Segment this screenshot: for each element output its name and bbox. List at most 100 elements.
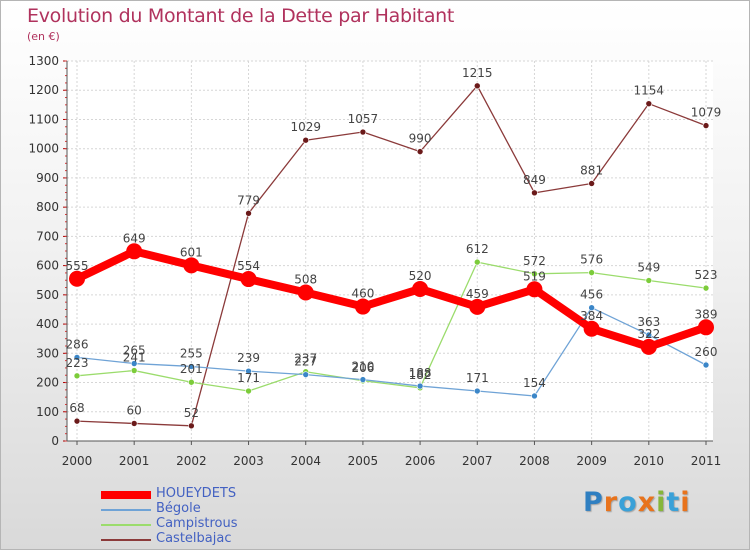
- data-label: 171: [466, 371, 489, 385]
- y-tick-label: 200: [36, 376, 59, 390]
- data-point: [473, 387, 481, 395]
- logo-letter: P: [583, 487, 604, 518]
- data-label: 265: [123, 344, 146, 358]
- x-tick-label: 2003: [233, 454, 264, 468]
- y-tick-label: 500: [36, 288, 59, 302]
- data-point: [73, 417, 81, 425]
- x-tick-label: 2001: [119, 454, 150, 468]
- legend-label: Campistrous: [156, 516, 238, 531]
- data-point: [130, 360, 138, 367]
- legend-swatch: [101, 524, 151, 526]
- data-label: 182: [409, 368, 432, 382]
- logo-letter: i: [680, 487, 691, 518]
- data-label: 223: [66, 356, 89, 370]
- data-label: 239: [237, 351, 260, 365]
- data-point: [302, 136, 310, 144]
- y-tick-label: 800: [36, 200, 59, 214]
- data-point: [130, 367, 138, 374]
- logo-letter: x: [637, 487, 657, 518]
- x-tick-label: 2000: [62, 454, 93, 468]
- data-point: [69, 270, 85, 287]
- data-label: 60: [127, 403, 142, 417]
- data-label: 1154: [634, 84, 665, 98]
- data-point: [73, 372, 81, 380]
- data-point: [583, 320, 600, 337]
- data-label: 456: [580, 288, 603, 302]
- data-point: [188, 378, 195, 386]
- data-label: 286: [66, 337, 89, 351]
- data-point: [73, 354, 81, 361]
- data-point: [645, 277, 653, 284]
- data-label: 384: [580, 309, 603, 323]
- data-point: [354, 298, 371, 315]
- legend-swatch: [101, 491, 151, 499]
- data-label: 576: [580, 253, 603, 267]
- data-point: [698, 319, 714, 336]
- x-tick-label: 2006: [405, 454, 436, 468]
- data-label: 1029: [290, 120, 321, 134]
- x-tick-label: 2011: [691, 454, 722, 468]
- data-point: [245, 209, 252, 217]
- y-tick-label: 100: [36, 405, 59, 419]
- plot-area: [67, 61, 713, 441]
- x-tick-label: 2009: [576, 454, 607, 468]
- x-tick-label: 2010: [634, 454, 665, 468]
- series-line-campistrous: [76, 261, 707, 392]
- data-label: 68: [69, 401, 84, 415]
- data-label: 549: [637, 261, 660, 275]
- proxiti-logo: Proxiti: [583, 487, 691, 518]
- data-label: 520: [409, 269, 432, 283]
- series-line-castelbajac: [76, 85, 707, 427]
- data-label: 210: [351, 360, 374, 374]
- data-label: 555: [66, 259, 89, 273]
- legend-label: HOUEYDETS: [156, 486, 237, 501]
- logo-letter: r: [603, 487, 619, 518]
- x-tick-label: 2004: [290, 454, 321, 468]
- logo-letter: t: [666, 487, 681, 518]
- data-label: 990: [409, 132, 432, 146]
- x-tick-label: 2008: [519, 454, 550, 468]
- chart-title: Evolution du Montant de la Dette par Hab…: [27, 5, 455, 27]
- data-label: 849: [523, 173, 546, 187]
- legend-swatch: [101, 509, 151, 511]
- series-line-houeydets: [75, 247, 708, 351]
- y-tick-label: 1100: [28, 112, 59, 126]
- data-point: [245, 387, 252, 395]
- y-tick-label: 300: [36, 346, 59, 360]
- data-point: [473, 82, 481, 90]
- data-point: [645, 331, 653, 339]
- data-point: [473, 258, 481, 266]
- y-tick-label: 700: [36, 229, 59, 243]
- x-tick-label: 2002: [176, 454, 207, 468]
- y-tick-label: 1000: [28, 142, 59, 156]
- data-label: 188: [409, 366, 432, 380]
- data-label: 508: [294, 273, 317, 287]
- data-label: 1057: [348, 112, 379, 126]
- data-point: [412, 281, 429, 297]
- series-line-bégole: [76, 307, 707, 397]
- logo-letter: i: [656, 487, 667, 518]
- data-label: 171: [237, 371, 260, 385]
- data-label: 554: [237, 259, 260, 273]
- data-label: 1079: [691, 106, 722, 120]
- data-label: 363: [637, 315, 660, 329]
- data-label: 1215: [462, 66, 493, 80]
- y-tick-label: 0: [51, 434, 59, 448]
- data-label: 206: [351, 361, 374, 375]
- data-label: 779: [237, 193, 260, 207]
- data-point: [359, 128, 367, 136]
- data-point: [588, 180, 595, 187]
- data-label: 255: [180, 346, 203, 360]
- data-point: [245, 367, 252, 375]
- data-point: [183, 257, 200, 274]
- data-point: [302, 371, 310, 378]
- x-tick-label: 2007: [462, 454, 493, 468]
- data-point: [126, 243, 143, 260]
- y-tick-label: 900: [36, 171, 59, 185]
- data-label: 227: [294, 355, 317, 369]
- data-label: 459: [466, 287, 489, 301]
- logo-letter: o: [618, 487, 638, 518]
- data-label: 460: [351, 287, 374, 301]
